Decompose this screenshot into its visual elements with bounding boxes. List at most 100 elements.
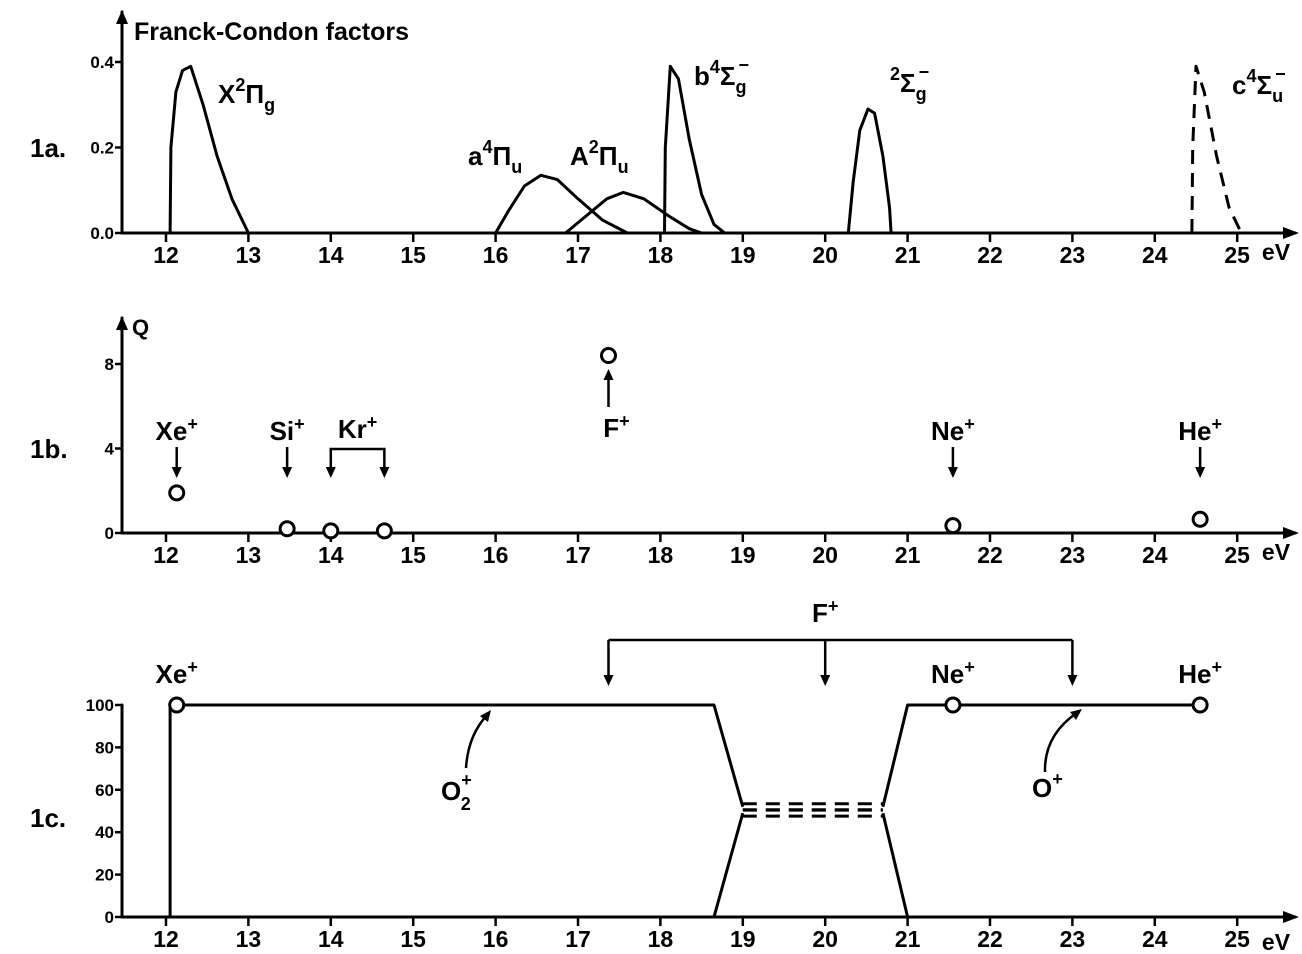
y-tick-label: 20 <box>95 866 114 885</box>
x-tick-label: 13 <box>236 926 262 952</box>
series-line <box>564 190 703 235</box>
data-point <box>1191 696 1209 714</box>
x-tick-label: 19 <box>730 542 756 568</box>
series-label: b4Σg− <box>694 55 749 97</box>
x-tick-label: 25 <box>1224 926 1250 952</box>
ion-label: Ne+ <box>931 657 975 689</box>
ion-label: F+ <box>603 411 629 443</box>
y-tick-label: 60 <box>95 781 114 800</box>
ion-label: He+ <box>1178 657 1222 689</box>
x-tick-label: 23 <box>1060 542 1086 568</box>
x-tick-label: 17 <box>565 242 591 268</box>
data-point <box>168 696 186 714</box>
panel-1c-x-unit: eV <box>1262 929 1291 954</box>
ion-label: Xe+ <box>156 657 198 689</box>
x-tick-label: 19 <box>730 926 756 952</box>
panel-1a: 12 13 14 15 16 17 18 19 20 21 22 23 24 25 0.0 0.2 0.4 X2Π… <box>90 10 1299 268</box>
panel-1c: 12 13 14 15 16 17 18 19 20 21 22 23 24 25 0 20 40 60 80 100… <box>86 596 1299 952</box>
series-line <box>1190 64 1243 234</box>
data-point <box>944 517 962 535</box>
panel-1a-title: Franck-Condon factors <box>134 18 409 46</box>
arrowhead <box>820 675 831 686</box>
panel-1b: 12 13 14 15 16 17 18 19 20 21 22 23 24 25 0 4 8 Xe+ Si+ Kr+… <box>105 316 1299 568</box>
ion-label: He+ <box>1178 414 1222 446</box>
x-tick-label: 12 <box>153 542 179 568</box>
x-tick-label: 22 <box>977 542 1003 568</box>
panel-1b-ylabel: Q <box>132 315 149 340</box>
x-tick-label: 23 <box>1060 242 1086 268</box>
x-tick-label: 16 <box>483 242 509 268</box>
arrowhead <box>1067 675 1078 686</box>
x-axis-arrowhead <box>1283 911 1299 923</box>
ion-label: Kr+ <box>338 412 377 444</box>
data-point <box>599 347 617 365</box>
series-line <box>663 64 726 235</box>
y-tick-label: 0.2 <box>90 139 114 158</box>
arrowhead <box>947 467 958 478</box>
y-tick-label: 80 <box>95 738 114 757</box>
data-point <box>944 696 962 714</box>
series-line <box>846 107 893 234</box>
x-tick-label: 15 <box>400 926 426 952</box>
x-tick-label: 24 <box>1142 242 1168 268</box>
x-tick-label: 13 <box>236 542 262 568</box>
x-tick-label: 14 <box>318 926 344 952</box>
x-tick-label: 21 <box>895 242 921 268</box>
x-tick-label: 12 <box>153 242 179 268</box>
series-label: A2Πu <box>570 137 629 177</box>
pointer-arrow <box>1043 710 1079 773</box>
x-tick-label: 20 <box>812 542 838 568</box>
x-tick-label: 24 <box>1142 926 1168 952</box>
x-tick-label: 14 <box>318 542 344 568</box>
x-tick-label: 17 <box>565 542 591 568</box>
pointer-arrow <box>464 713 489 769</box>
bracket-line <box>329 447 386 470</box>
x-tick-label: 21 <box>895 542 921 568</box>
arrowhead <box>1195 467 1206 478</box>
data-point <box>322 522 340 540</box>
ion-label: Si+ <box>270 414 305 446</box>
x-tick-label: 18 <box>648 242 674 268</box>
series-line <box>168 703 745 917</box>
series-line <box>712 812 745 918</box>
panel-label-1a: 1a. <box>30 133 66 163</box>
series-label: a4Πu <box>468 137 522 177</box>
x-tick-label: 20 <box>812 242 838 268</box>
y-tick-label: 0 <box>105 524 114 543</box>
series-label: c4Σu− <box>1232 64 1286 106</box>
x-tick-label: 19 <box>730 242 756 268</box>
x-tick-label: 22 <box>977 926 1003 952</box>
x-tick-label: 25 <box>1224 242 1250 268</box>
x-tick-label: 15 <box>400 242 426 268</box>
x-tick-label: 12 <box>153 926 179 952</box>
y-tick-label: 0 <box>105 908 114 927</box>
y-tick-label: 0.0 <box>90 224 114 243</box>
x-axis-arrowhead <box>1283 227 1299 239</box>
y-tick-label: 8 <box>105 355 114 374</box>
x-tick-label: 15 <box>400 542 426 568</box>
series-label-o2-plus: O+ 2 <box>441 770 472 814</box>
series-label-o-plus: O+ <box>1032 769 1063 803</box>
x-tick-label: 20 <box>812 926 838 952</box>
y-tick-label: 4 <box>105 440 115 459</box>
arrowhead <box>325 467 336 478</box>
x-tick-label: 14 <box>318 242 344 268</box>
y-tick-label: 100 <box>86 696 114 715</box>
x-tick-label: 21 <box>895 926 921 952</box>
x-tick-label: 18 <box>648 926 674 952</box>
series-label: X2Πg <box>218 75 275 115</box>
series-label: 2Σg− <box>890 62 929 104</box>
x-tick-label: 16 <box>483 542 509 568</box>
panel-label-1b: 1b. <box>30 434 68 464</box>
arrowhead <box>603 675 614 686</box>
x-tick-label: 17 <box>565 926 591 952</box>
data-point <box>375 522 393 540</box>
x-axis-arrowhead <box>1283 527 1299 539</box>
ion-label: Ne+ <box>931 414 975 446</box>
arrowhead <box>603 369 614 380</box>
panel-label-1c: 1c. <box>30 803 66 833</box>
data-point <box>1191 510 1209 528</box>
y-axis-arrowhead <box>116 10 128 24</box>
y-tick-label: 40 <box>95 823 114 842</box>
